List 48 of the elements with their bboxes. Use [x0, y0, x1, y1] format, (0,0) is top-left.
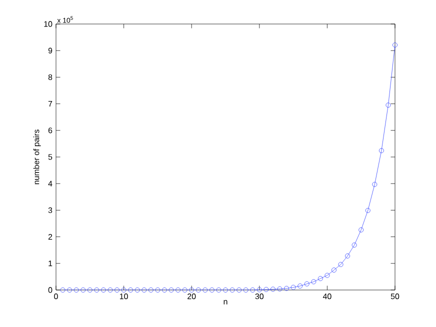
point — [298, 284, 303, 288]
point — [189, 288, 194, 292]
point — [378, 148, 384, 154]
point — [270, 286, 276, 292]
point — [67, 288, 72, 292]
point — [338, 262, 344, 267]
point — [318, 276, 323, 282]
point — [148, 288, 154, 292]
point — [142, 288, 147, 292]
point — [216, 288, 222, 292]
point — [121, 288, 126, 292]
point — [80, 288, 86, 292]
point — [134, 288, 140, 292]
point — [324, 272, 330, 278]
point — [128, 288, 134, 292]
point — [182, 288, 188, 292]
point — [176, 288, 181, 292]
point — [284, 286, 290, 291]
point — [352, 242, 357, 248]
point — [256, 287, 262, 292]
point — [331, 268, 336, 273]
point — [196, 288, 201, 292]
point — [114, 288, 120, 292]
point — [345, 253, 350, 258]
point — [365, 208, 370, 213]
point — [202, 288, 208, 292]
point — [162, 288, 167, 292]
point — [155, 288, 160, 292]
point — [264, 286, 269, 292]
point — [168, 288, 174, 292]
point — [74, 288, 79, 292]
point — [277, 286, 282, 292]
point — [243, 288, 248, 292]
point — [311, 279, 316, 284]
point — [372, 182, 378, 187]
point — [236, 288, 242, 292]
point — [94, 288, 100, 292]
point — [108, 288, 113, 292]
point — [358, 227, 364, 232]
point — [223, 288, 228, 292]
point — [304, 281, 310, 286]
point — [250, 288, 256, 292]
point — [386, 102, 391, 108]
point — [209, 288, 214, 292]
point — [100, 288, 106, 292]
point — [230, 288, 235, 292]
point — [290, 284, 296, 290]
point — [87, 288, 92, 292]
